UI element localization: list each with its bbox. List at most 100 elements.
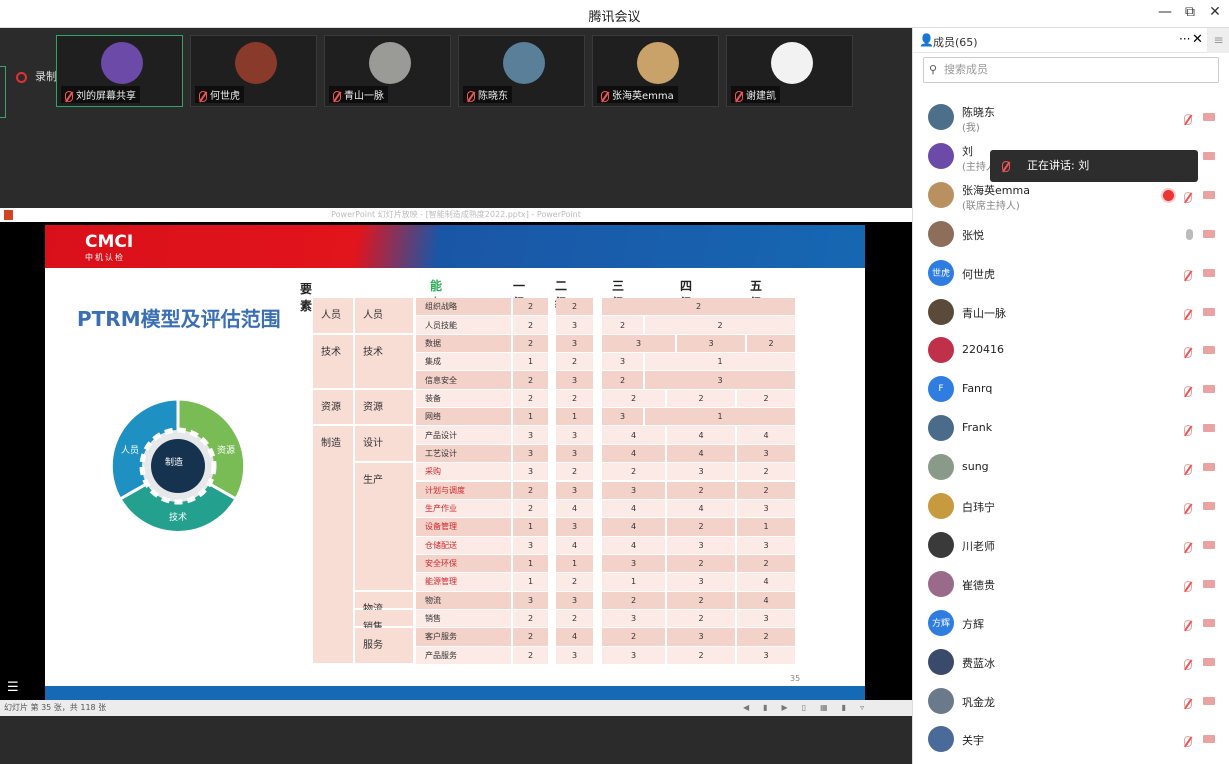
camera-off-icon[interactable] bbox=[1203, 307, 1215, 316]
level2-cell: 3 bbox=[556, 444, 593, 464]
camera-off-icon[interactable] bbox=[1203, 735, 1215, 744]
group-category: 技术 bbox=[355, 334, 415, 390]
video-tile[interactable]: 青山一脉 bbox=[324, 35, 451, 107]
level2-cell: 3 bbox=[556, 334, 593, 354]
member-row[interactable]: 巩金龙 bbox=[913, 684, 1229, 723]
camera-off-icon[interactable] bbox=[1203, 657, 1215, 666]
minimize-button[interactable]: — bbox=[1158, 4, 1172, 20]
view-controls[interactable]: ◀▮▶▯▦▮▿ bbox=[743, 703, 879, 712]
member-name: 何世虎 bbox=[962, 267, 995, 281]
participant-avatar bbox=[369, 42, 411, 84]
subdomain-cell: 产品服务 bbox=[416, 646, 511, 665]
camera-off-icon[interactable] bbox=[1203, 696, 1215, 705]
maximize-button[interactable]: ⧉ bbox=[1185, 4, 1195, 20]
person-icon: 👤 bbox=[919, 33, 934, 47]
member-row[interactable]: 张悦 bbox=[913, 217, 1229, 256]
close-panel-button[interactable]: ✕ bbox=[1192, 32, 1203, 47]
member-row[interactable]: 青山一脉 bbox=[913, 295, 1229, 334]
camera-off-icon[interactable] bbox=[1203, 229, 1215, 238]
level345-cell: 2 bbox=[666, 591, 735, 610]
camera-off-icon[interactable] bbox=[1203, 502, 1215, 510]
muted-mic-icon[interactable] bbox=[1184, 540, 1195, 554]
muted-mic-icon[interactable] bbox=[1184, 268, 1195, 282]
member-row[interactable]: F Fanrq bbox=[913, 372, 1229, 411]
member-row[interactable]: 方辉 方辉 bbox=[913, 606, 1229, 645]
video-tile[interactable]: 张海英emma bbox=[592, 35, 719, 107]
subdomain-cell: 工艺设计 bbox=[416, 444, 511, 464]
muted-mic-icon[interactable] bbox=[1184, 307, 1195, 321]
member-row[interactable]: 费蓝冰 bbox=[913, 645, 1229, 684]
muted-mic-icon[interactable] bbox=[1184, 190, 1195, 204]
member-row[interactable]: 崔德贵 bbox=[913, 567, 1229, 606]
member-row[interactable]: Frank bbox=[913, 411, 1229, 450]
video-tile[interactable]: 刘的屏幕共享 bbox=[56, 35, 183, 107]
muted-mic-icon[interactable] bbox=[1184, 657, 1195, 671]
subdomain-cell: 设备管理 bbox=[416, 518, 511, 537]
member-row[interactable]: 白玮宁 bbox=[913, 489, 1229, 528]
muted-mic-icon[interactable] bbox=[1184, 462, 1195, 476]
level345-cell: 2 bbox=[601, 371, 643, 390]
video-tile[interactable]: 何世虎 bbox=[190, 35, 317, 107]
group-category: 销售 bbox=[355, 609, 415, 633]
muted-mic-icon[interactable] bbox=[1184, 501, 1195, 515]
muted-mic-icon[interactable] bbox=[1184, 618, 1195, 632]
muted-mic-icon[interactable] bbox=[1184, 579, 1195, 593]
member-search-input[interactable]: ⚲ 搜索成员 bbox=[923, 57, 1219, 83]
camera-off-icon[interactable] bbox=[1203, 424, 1215, 433]
side-handle[interactable] bbox=[0, 66, 6, 118]
member-avatar bbox=[928, 415, 954, 442]
camera-off-icon[interactable] bbox=[1203, 151, 1215, 160]
member-avatar bbox=[928, 570, 954, 597]
level345-cell: 2 bbox=[601, 591, 665, 610]
level1-cell: 3 bbox=[513, 591, 548, 610]
mic-icon[interactable] bbox=[1186, 228, 1193, 240]
camera-off-icon[interactable] bbox=[1203, 190, 1215, 199]
camera-off-icon[interactable] bbox=[1203, 346, 1215, 355]
muted-mic-icon[interactable] bbox=[1184, 345, 1195, 359]
level2-cell: 3 bbox=[556, 518, 593, 537]
camera-off-icon[interactable] bbox=[1203, 385, 1215, 394]
member-row[interactable]: 关宇 bbox=[913, 722, 1229, 761]
level345-cell: 2 bbox=[666, 389, 735, 409]
level2-cell: 2 bbox=[556, 573, 593, 592]
camera-off-icon[interactable] bbox=[1203, 618, 1215, 627]
participant-name: 张海英emma bbox=[612, 91, 674, 102]
level2-cell: 1 bbox=[556, 554, 593, 574]
member-row[interactable]: 世虎 何世虎 bbox=[913, 256, 1229, 295]
panel-menu-button[interactable]: ≡ bbox=[1207, 28, 1229, 53]
member-row[interactable]: 陈晓东 (我) bbox=[913, 100, 1229, 139]
video-tile[interactable]: 陈晓东 bbox=[458, 35, 585, 107]
level2-cell: 3 bbox=[556, 316, 593, 335]
muted-mic-icon[interactable] bbox=[1184, 423, 1195, 437]
level2-cell: 3 bbox=[556, 481, 593, 500]
muted-mic-icon[interactable] bbox=[1184, 384, 1195, 398]
camera-off-icon[interactable] bbox=[1203, 579, 1215, 588]
camera-off-icon[interactable] bbox=[1203, 463, 1215, 472]
level1-cell: 2 bbox=[513, 371, 548, 390]
slide-counter: 幻灯片 第 35 张，共 118 张 bbox=[4, 703, 107, 712]
level1-cell: 1 bbox=[513, 408, 548, 427]
slide-menu-icon[interactable]: ☰ bbox=[7, 680, 19, 695]
member-row[interactable]: sung bbox=[913, 450, 1229, 489]
level345-cell: 3 bbox=[601, 481, 665, 500]
camera-off-icon[interactable] bbox=[1203, 268, 1215, 277]
camera-off-icon[interactable] bbox=[1203, 540, 1215, 549]
member-row[interactable]: 张海英emma (联席主持人) bbox=[913, 178, 1229, 217]
close-button[interactable]: ✕ bbox=[1209, 4, 1221, 20]
member-row[interactable]: 220416 bbox=[913, 333, 1229, 372]
level345-cell: 3 bbox=[736, 646, 795, 665]
camera-off-icon[interactable] bbox=[1203, 113, 1215, 121]
muted-mic-icon[interactable] bbox=[1184, 112, 1195, 126]
video-tile[interactable]: 谢建凯 bbox=[726, 35, 853, 107]
cmci-logo: CMCI 中机认检 bbox=[85, 232, 134, 263]
level345-cell: 2 bbox=[666, 518, 735, 537]
member-avatar bbox=[928, 142, 954, 169]
muted-mic-icon[interactable] bbox=[1184, 734, 1195, 748]
recording-icon bbox=[1163, 189, 1174, 201]
level2-cell: 2 bbox=[556, 609, 593, 629]
more-button[interactable]: ··· bbox=[1179, 32, 1191, 46]
wheel-center bbox=[151, 439, 205, 493]
member-role: (主持人) bbox=[962, 161, 1000, 173]
member-row[interactable]: 川老师 bbox=[913, 528, 1229, 567]
muted-mic-icon[interactable] bbox=[1184, 696, 1195, 710]
